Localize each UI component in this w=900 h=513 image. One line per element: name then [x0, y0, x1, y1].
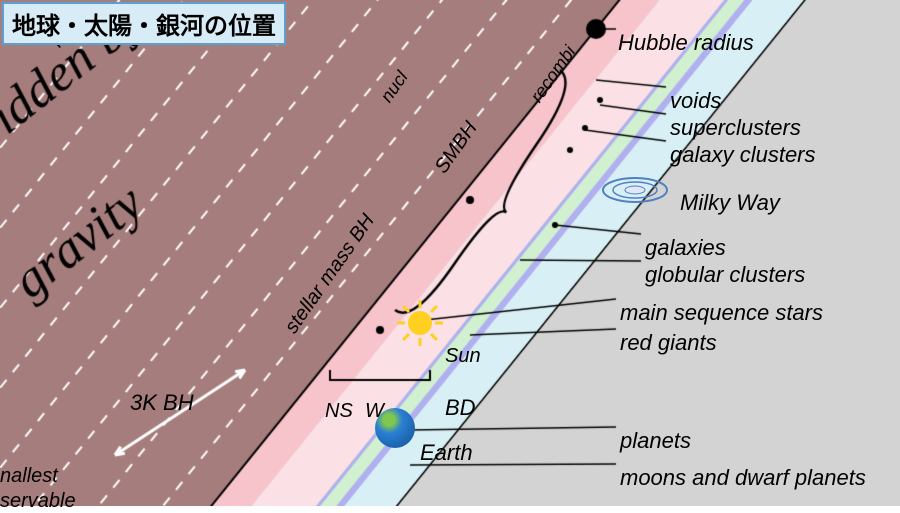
diag-label-9: NS — [325, 400, 353, 423]
earth-icon — [375, 408, 415, 448]
right-label-8: red giants — [620, 330, 717, 356]
diag-label-7: nallest — [0, 465, 58, 488]
diag-label-6: 3K BH — [130, 390, 194, 416]
right-label-1: voids — [670, 88, 721, 114]
right-label-0: Hubble radius — [618, 30, 754, 56]
galaxy-icon — [600, 175, 670, 205]
title-box: 地球・太陽・銀河の位置 — [2, 2, 286, 45]
right-label-10: moons and dwarf planets — [620, 465, 866, 491]
right-label-5: galaxies — [645, 235, 726, 261]
right-label-7: main sequence stars — [620, 300, 823, 326]
diagram-canvas — [0, 0, 900, 506]
sun-icon — [395, 298, 445, 348]
right-label-2: superclusters — [670, 115, 801, 141]
diag-label-13: Earth — [420, 440, 473, 466]
diag-label-8: servable — [0, 490, 76, 513]
right-label-4: Milky Way — [680, 190, 780, 216]
diag-label-11: BD — [445, 395, 476, 421]
right-label-6: globular clusters — [645, 262, 805, 288]
diag-label-12: Sun — [445, 345, 481, 368]
right-label-9: planets — [620, 428, 691, 454]
right-label-3: galaxy clusters — [670, 142, 816, 168]
